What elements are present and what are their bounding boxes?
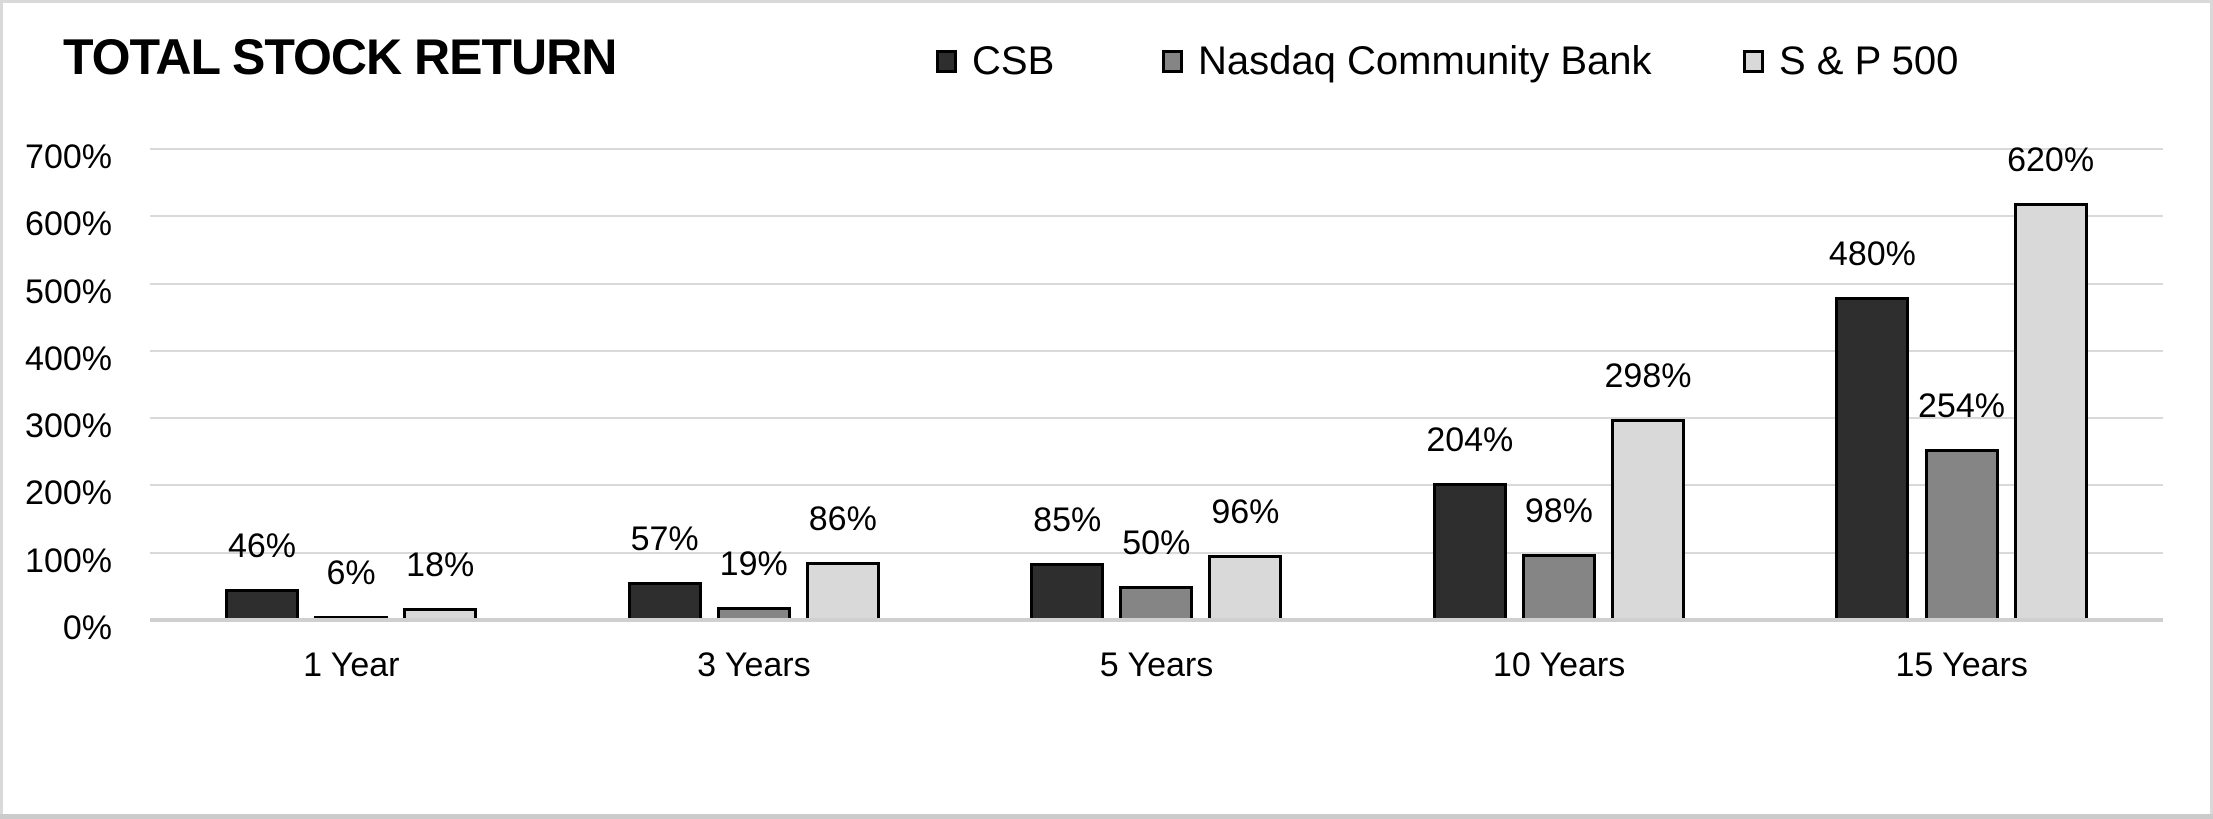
- category-label-5-years: 5 Years: [1099, 646, 1214, 684]
- bar-s-p-500-5-years: [1208, 555, 1283, 622]
- gridline-600%: [150, 215, 2163, 218]
- value-label-csb-15-years: 480%: [1828, 235, 1916, 274]
- gridline-400%: [150, 349, 2163, 352]
- y-axis-tick-label: 400%: [25, 339, 112, 378]
- bar-nasdaq-community-bank-10-years: [1521, 554, 1596, 622]
- chart-title: TOTAL STOCK RETURN: [63, 29, 617, 85]
- bar-csb-10-years: [1432, 482, 1507, 622]
- legend-label-s-p-500: S & P 500: [1779, 39, 1959, 83]
- value-label-csb-3-years: 57%: [630, 519, 699, 558]
- bar-csb-5-years: [1030, 562, 1105, 622]
- category-label-1-year: 1 Year: [303, 646, 400, 684]
- y-axis-tick-label: 500%: [25, 272, 112, 311]
- value-label-s-p-500-10-years: 298%: [1604, 357, 1692, 396]
- gridline-700%: [150, 148, 2163, 150]
- y-axis-tick-label: 700%: [25, 138, 112, 176]
- y-axis-tick-label: 200%: [25, 474, 112, 513]
- value-label-s-p-500-3-years: 86%: [808, 500, 877, 539]
- value-label-nasdaq-community-bank-5-years: 50%: [1122, 524, 1191, 563]
- value-label-csb-5-years: 85%: [1033, 500, 1102, 539]
- bar-csb-1-year: [225, 589, 299, 622]
- category-label-10-years: 10 Years: [1492, 646, 1626, 684]
- bar-csb-15-years: [1835, 297, 1910, 622]
- x-axis-baseline: [150, 618, 2163, 622]
- bar-csb-3-years: [627, 581, 702, 622]
- value-label-s-p-500-15-years: 620%: [2007, 140, 2095, 179]
- value-label-s-p-500-1-year: 18%: [406, 545, 475, 584]
- value-label-nasdaq-community-bank-10-years: 98%: [1524, 492, 1593, 531]
- value-label-csb-10-years: 204%: [1426, 420, 1514, 459]
- legend-item-s-p-500: S & P 500: [1743, 39, 1959, 83]
- gridline-200%: [150, 484, 2163, 487]
- bar-nasdaq-community-bank-5-years: [1119, 586, 1194, 622]
- bar-s-p-500-15-years: [2013, 202, 2088, 622]
- y-axis-tick-label: 0%: [62, 609, 112, 647]
- category-label-3-years: 3 Years: [697, 646, 811, 684]
- y-axis-tick-label: 300%: [25, 407, 112, 446]
- value-label-nasdaq-community-bank-1-year: 6%: [326, 553, 376, 592]
- legend-item-nasdaq-community-bank: Nasdaq Community Bank: [1162, 39, 1652, 83]
- value-label-nasdaq-community-bank-15-years: 254%: [1918, 387, 2005, 426]
- legend-label-nasdaq-community-bank: Nasdaq Community Bank: [1198, 39, 1652, 83]
- value-label-csb-1-year: 46%: [227, 527, 297, 566]
- legend-swatch-nasdaq-community-bank: [1162, 49, 1183, 73]
- legend-swatch-s-p-500: [1743, 49, 1764, 73]
- gridline-100%: [150, 551, 2163, 554]
- gridline-500%: [150, 282, 2163, 285]
- gridline-300%: [150, 417, 2163, 420]
- bar-s-p-500-10-years: [1611, 419, 1685, 622]
- category-label-15-years: 15 Years: [1895, 646, 2028, 684]
- legend-item-csb: CSB: [936, 39, 1055, 83]
- value-label-s-p-500-5-years: 96%: [1211, 493, 1280, 532]
- bar-nasdaq-community-bank-15-years: [1924, 449, 1999, 622]
- legend-label-csb: CSB: [972, 39, 1055, 83]
- legend-swatch-csb: [936, 49, 957, 73]
- y-axis-tick-label: 600%: [25, 205, 112, 244]
- value-label-nasdaq-community-bank-3-years: 19%: [719, 545, 788, 584]
- y-axis-tick-label: 100%: [25, 541, 112, 580]
